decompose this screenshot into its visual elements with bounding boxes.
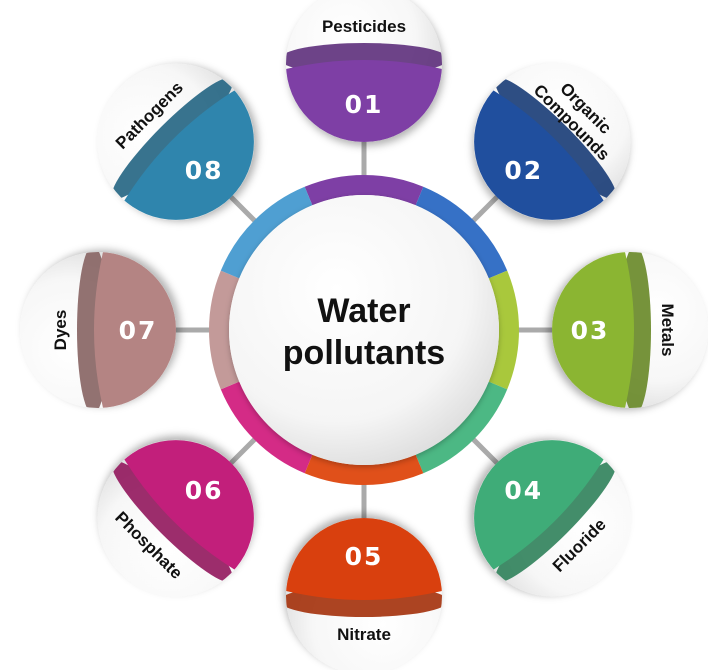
ring-segment (220, 186, 313, 279)
node-label-line: Pesticides (322, 17, 406, 36)
node-number: 06 (185, 476, 224, 505)
ring-segment (304, 175, 424, 206)
node-label-line: Metals (658, 304, 677, 357)
ring-segment (209, 270, 240, 390)
connector-line (470, 193, 501, 224)
center-title-line2: pollutants (283, 334, 445, 372)
node-band (111, 460, 234, 583)
node-number: 07 (119, 316, 158, 345)
node-number: 05 (345, 542, 384, 571)
connector-line (470, 436, 501, 467)
connector-line (227, 193, 258, 224)
pollutant-node (552, 252, 708, 408)
center-hub: Water pollutants (229, 195, 499, 465)
ring-segment (304, 454, 424, 485)
node-number: 02 (504, 156, 543, 185)
ring-segment (415, 381, 508, 474)
node-band (494, 77, 617, 200)
center-title-line1: Water (317, 292, 410, 330)
connector-line (227, 436, 258, 467)
node-label-line: Nitrate (337, 625, 391, 644)
ring-segment (415, 186, 508, 279)
node-label: Dyes (51, 310, 70, 351)
pollutant-node (20, 252, 176, 408)
node-band (111, 77, 234, 200)
colored-ring (209, 175, 519, 485)
node-label-line: Dyes (51, 310, 70, 351)
node-label: Nitrate (337, 625, 391, 644)
node-label: Pesticides (322, 17, 406, 36)
center-circle (229, 195, 499, 465)
node-number: 04 (504, 476, 543, 505)
node-number: 01 (345, 90, 384, 119)
node-number: 08 (185, 156, 224, 185)
node-band (494, 460, 617, 583)
pollutant-node (286, 518, 442, 670)
connector-lines (174, 140, 554, 520)
node-label: Metals (658, 304, 677, 357)
node-number: 03 (571, 316, 610, 345)
ring-segment (488, 270, 519, 390)
ring-segment (220, 381, 313, 474)
